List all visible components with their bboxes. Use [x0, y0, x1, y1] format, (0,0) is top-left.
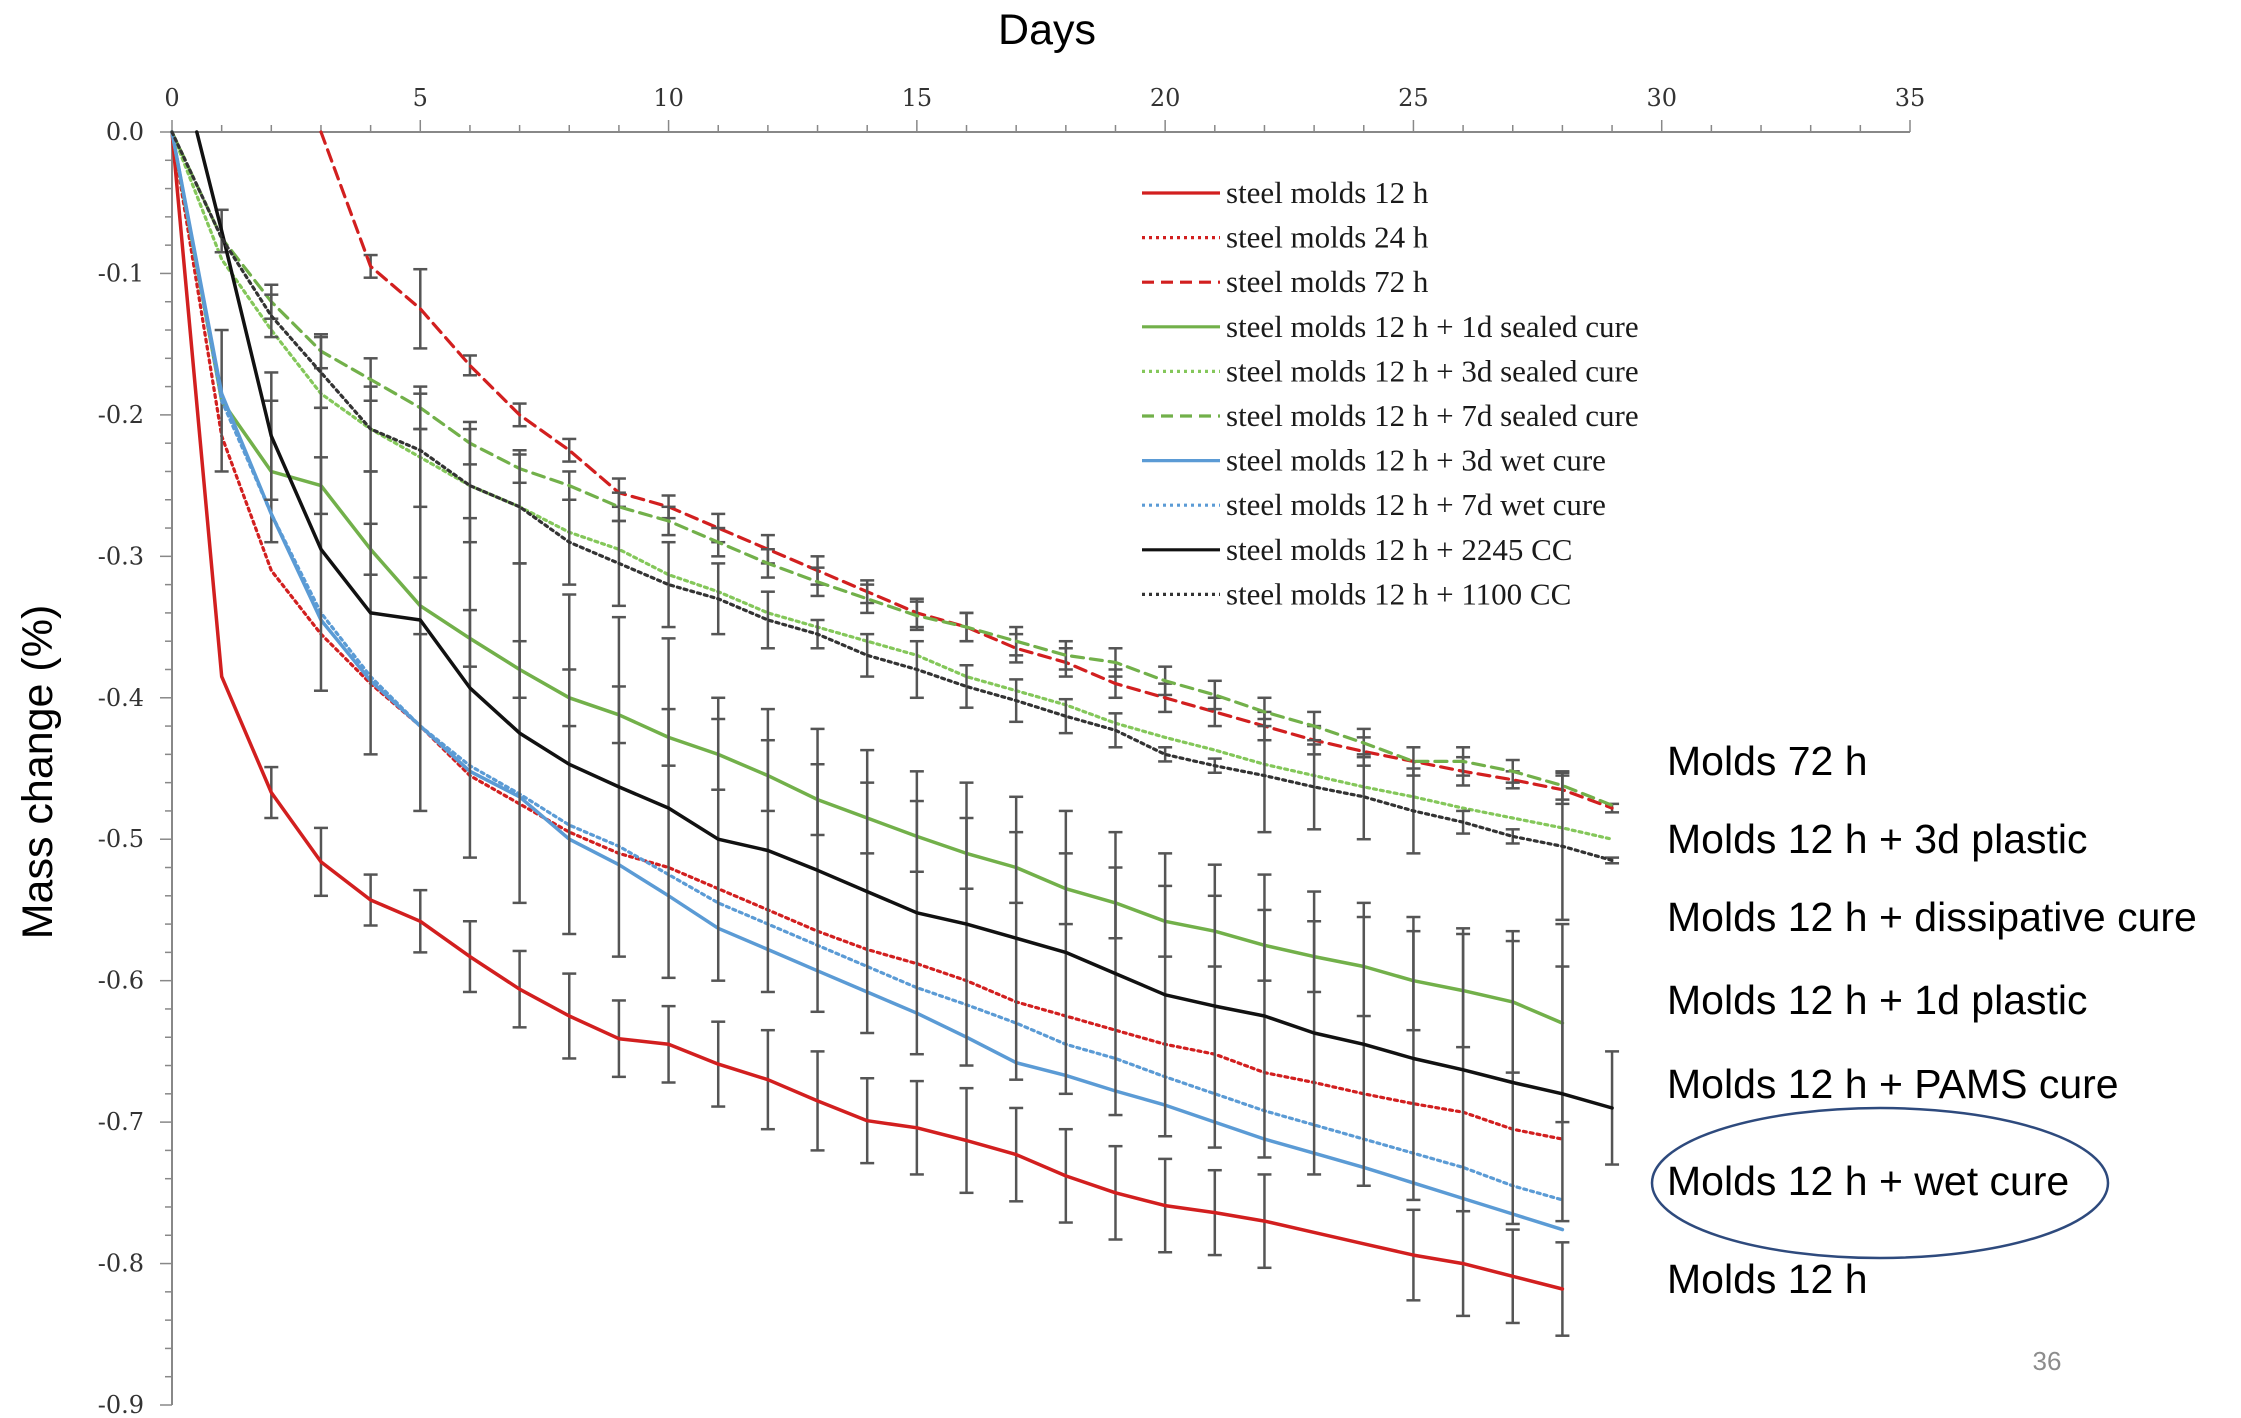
legend-label: steel molds 12 h + 1d sealed cure	[1226, 309, 1639, 344]
y-tick-label: -0.2	[98, 401, 144, 429]
legend-label: steel molds 12 h	[1226, 175, 1429, 210]
annotation-label: Molds 12 h	[1667, 1256, 1868, 1302]
annotation-label: Molds 12 h + 3d plastic	[1667, 816, 2088, 862]
annotation-label: Molds 12 h + PAMS cure	[1667, 1061, 2119, 1107]
series-line	[170, 130, 1614, 863]
annotation-label: Molds 12 h + dissipative cure	[1667, 894, 2197, 940]
y-tick-label: 0.0	[106, 118, 144, 146]
annotation-label: Molds 12 h + 1d plastic	[1667, 977, 2088, 1023]
y-tick-label: -0.9	[98, 1391, 144, 1418]
legend-label: steel molds 12 h + 7d sealed cure	[1226, 398, 1639, 433]
axes: 0 5 10 15 20 25 30 35 0.0 -0.1 -0.2 -0.3 -0.4 -0.5 -0.…	[98, 84, 1926, 1418]
x-tick-label: 10	[653, 84, 684, 112]
legend-label: steel molds 72 h	[1226, 264, 1429, 299]
y-tick-label: -0.8	[98, 1250, 144, 1278]
side-annotations: Molds 72 h Molds 12 h + 3d plastic Molds…	[1650, 738, 2197, 1302]
x-tick-label: 25	[1398, 84, 1429, 112]
y-tick-label: -0.4	[98, 684, 144, 712]
series-group	[170, 130, 1614, 841]
series-layer	[170, 130, 1620, 1337]
y-tick-label: -0.7	[98, 1108, 144, 1136]
legend-label: steel molds 12 h + 7d wet cure	[1226, 487, 1606, 522]
x-tick-label: 30	[1646, 84, 1677, 112]
annotation-label: Molds 72 h	[1667, 738, 1868, 784]
highlight-ellipse	[1650, 1106, 2110, 1260]
x-tick-label: 0	[164, 84, 179, 112]
legend-label: steel molds 12 h + 3d wet cure	[1226, 443, 1606, 478]
x-tick-label: 5	[413, 84, 428, 112]
y-axis-title: Mass change (%)	[14, 605, 62, 940]
y-tick-label: -0.5	[98, 825, 144, 853]
legend-label: steel molds 12 h + 2245 CC	[1226, 532, 1572, 567]
series-line	[170, 130, 1614, 841]
series-line	[170, 130, 1565, 1291]
y-tick-label: -0.6	[98, 967, 144, 995]
x-tick-label: 20	[1150, 84, 1181, 112]
legend-label: steel molds 24 h	[1226, 220, 1429, 255]
legend-label: steel molds 12 h + 3d sealed cure	[1226, 353, 1639, 388]
series-line	[170, 130, 1614, 807]
x-tick-label: 35	[1895, 84, 1926, 112]
series-line	[195, 130, 1614, 1110]
series-group	[170, 130, 1570, 1337]
x-tick-label: 15	[902, 84, 933, 112]
y-tick-label: -0.1	[98, 259, 144, 287]
x-axis-title: Days	[998, 6, 1096, 54]
annotation-label: Molds 12 h + wet cure	[1667, 1158, 2069, 1204]
series-group	[195, 130, 1620, 1226]
legend: steel molds 12 h steel molds 24 h steel mo…	[1142, 175, 1639, 611]
series-group	[170, 130, 1620, 922]
page-number: 36	[2033, 1346, 2062, 1376]
legend-label: steel molds 12 h + 1100 CC	[1226, 576, 1571, 611]
y-tick-label: -0.3	[98, 542, 144, 570]
